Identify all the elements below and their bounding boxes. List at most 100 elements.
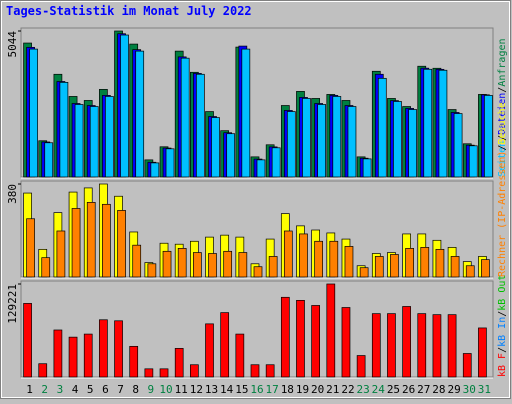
bar xyxy=(38,363,48,378)
legend-separator: / xyxy=(497,135,508,141)
bar xyxy=(44,142,54,178)
bar xyxy=(423,68,433,178)
legend-entry: Rechner (IP-Adressen) xyxy=(497,151,508,277)
x-tick-label: 16 xyxy=(250,383,263,396)
bar xyxy=(89,106,99,178)
bar xyxy=(162,250,172,278)
bar xyxy=(374,256,384,278)
bar xyxy=(420,247,430,278)
bar xyxy=(326,283,336,378)
bar xyxy=(314,240,323,278)
bar xyxy=(102,203,111,278)
bar xyxy=(174,348,184,378)
bar xyxy=(165,148,175,178)
bar xyxy=(41,257,51,278)
bar xyxy=(180,57,190,178)
x-tick-label: 23 xyxy=(357,383,370,396)
bar xyxy=(438,69,448,178)
legend-entry: kB Out xyxy=(497,275,508,311)
bar xyxy=(280,296,290,378)
x-tick-label: 2 xyxy=(41,383,48,396)
bar xyxy=(83,333,93,378)
bar xyxy=(150,162,160,178)
frame-highlight xyxy=(1,1,510,398)
bar xyxy=(481,259,490,278)
bar xyxy=(302,98,311,178)
bar xyxy=(226,133,236,178)
x-tick-label: 10 xyxy=(159,383,172,396)
legend-separator: / xyxy=(497,311,508,317)
bar xyxy=(71,208,81,278)
bar xyxy=(356,355,366,378)
legend: Seiten/Dateien/Anfragen xyxy=(497,38,508,177)
x-tick-label: 1 xyxy=(26,383,33,396)
bar xyxy=(211,117,220,178)
x-tick-label: 28 xyxy=(432,383,445,396)
bar xyxy=(359,267,369,278)
x-tick-label: 31 xyxy=(478,383,491,396)
bar xyxy=(132,244,142,278)
legend-entry: kB In xyxy=(497,317,508,347)
bar xyxy=(86,202,96,278)
x-tick-label: 12 xyxy=(190,383,203,396)
legend-entry: Anfragen xyxy=(497,38,508,86)
x-tick-label: 11 xyxy=(175,383,188,396)
y-tick-label: 380 xyxy=(6,184,19,204)
bar xyxy=(56,230,66,278)
bar xyxy=(393,101,402,178)
bar xyxy=(377,77,387,178)
bar xyxy=(447,314,457,378)
bar xyxy=(478,327,487,378)
bar xyxy=(417,313,427,378)
bar xyxy=(408,109,417,178)
bar xyxy=(23,303,32,378)
bar xyxy=(177,248,187,278)
x-tick-label: 30 xyxy=(463,383,476,396)
bar xyxy=(53,329,63,378)
x-tick-label: 7 xyxy=(117,383,124,396)
bar xyxy=(468,145,478,178)
x-tick-label: 14 xyxy=(220,383,234,396)
x-tick-label: 8 xyxy=(132,383,139,396)
y-tick-label: 129221 xyxy=(6,284,19,324)
bar xyxy=(238,252,248,278)
bar xyxy=(117,210,126,278)
bar xyxy=(208,253,217,278)
x-tick-label: 19 xyxy=(296,383,309,396)
bar xyxy=(344,246,354,278)
legend-entry: Seiten xyxy=(497,141,508,177)
bar xyxy=(26,218,35,278)
bar xyxy=(453,113,463,178)
legend-entry: Besuche xyxy=(497,102,508,144)
chart-title: Tages-Statistik im Monat July 2022 xyxy=(6,4,252,18)
bar xyxy=(286,111,296,178)
bar xyxy=(341,307,351,378)
bar xyxy=(371,313,381,378)
x-tick-label: 3 xyxy=(57,383,64,396)
x-tick-label: 4 xyxy=(72,383,79,396)
bar xyxy=(462,353,472,378)
bar xyxy=(144,368,154,378)
x-tick-label: 20 xyxy=(311,383,324,396)
legend-entry: kB F xyxy=(497,353,508,377)
bar xyxy=(190,364,199,378)
x-tick-label: 21 xyxy=(326,383,339,396)
bar xyxy=(129,345,139,378)
x-tick-label: 5 xyxy=(87,383,94,396)
bar xyxy=(390,254,399,278)
bar xyxy=(253,266,263,278)
bar xyxy=(99,319,108,378)
bar xyxy=(196,73,205,178)
bar xyxy=(450,256,460,278)
x-tick-label: 18 xyxy=(281,383,294,396)
x-tick-label: 15 xyxy=(235,383,248,396)
bar xyxy=(332,96,342,178)
bar xyxy=(329,240,339,278)
x-tick-label: 6 xyxy=(102,383,109,396)
x-tick-label: 27 xyxy=(417,383,430,396)
bar xyxy=(435,248,445,278)
x-tick-label: 25 xyxy=(387,383,400,396)
